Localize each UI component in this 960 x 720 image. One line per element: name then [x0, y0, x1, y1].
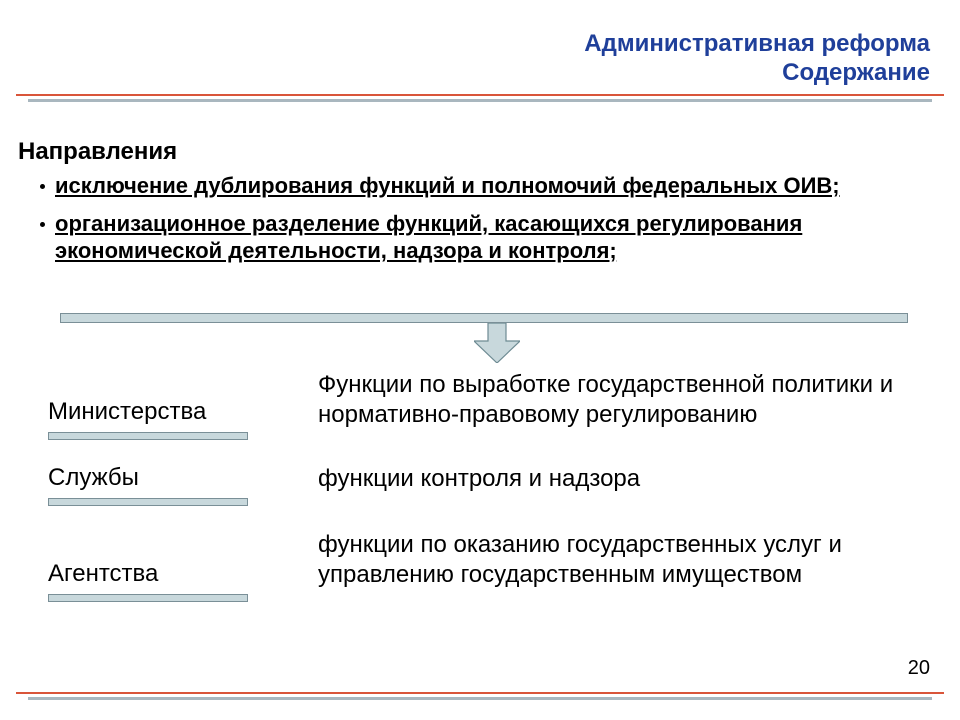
slide-title: Административная реформа Содержание [584, 30, 930, 88]
bullet-text: организационное разделение функций, каса… [55, 210, 920, 265]
bullet-item: исключение дублирования функций и полном… [40, 172, 920, 200]
category-label-wrap: Агентства [48, 530, 308, 602]
category-description: функции по оказанию государственных услу… [308, 530, 928, 590]
category-label: Министерства [48, 398, 308, 426]
bullet-text: исключение дублирования функций и полном… [55, 172, 840, 200]
category-label: Агентства [48, 560, 308, 588]
title-line-1: Административная реформа [584, 30, 930, 59]
title-line-2: Содержание [584, 59, 930, 88]
down-arrow-icon [474, 323, 520, 368]
category-row: Министерства Функции по выработке госуда… [48, 370, 928, 440]
bottom-divider-gray [28, 697, 932, 700]
category-rows: Министерства Функции по выработке госуда… [48, 370, 928, 626]
bullet-list: исключение дублирования функций и полном… [40, 172, 920, 275]
category-underline-bar [48, 498, 248, 506]
category-underline-bar [48, 594, 248, 602]
bullet-dot-icon [40, 184, 45, 189]
category-label: Службы [48, 464, 308, 492]
bottom-divider-red [16, 692, 944, 694]
category-row: Службы функции контроля и надзора [48, 464, 928, 506]
top-divider-red [16, 94, 944, 96]
category-label-wrap: Министерства [48, 370, 308, 440]
slide: Административная реформа Содержание Напр… [0, 0, 960, 720]
bullet-dot-icon [40, 222, 45, 227]
category-row: Агентства функции по оказанию государств… [48, 530, 928, 602]
section-heading: Направления [18, 138, 177, 166]
horizontal-bar [60, 313, 908, 323]
top-divider-gray [28, 99, 932, 102]
bullet-item: организационное разделение функций, каса… [40, 210, 920, 265]
category-underline-bar [48, 432, 248, 440]
page-number: 20 [908, 657, 930, 680]
category-description: Функции по выработке государственной пол… [308, 370, 928, 430]
category-label-wrap: Службы [48, 464, 308, 506]
category-description: функции контроля и надзора [308, 464, 928, 494]
